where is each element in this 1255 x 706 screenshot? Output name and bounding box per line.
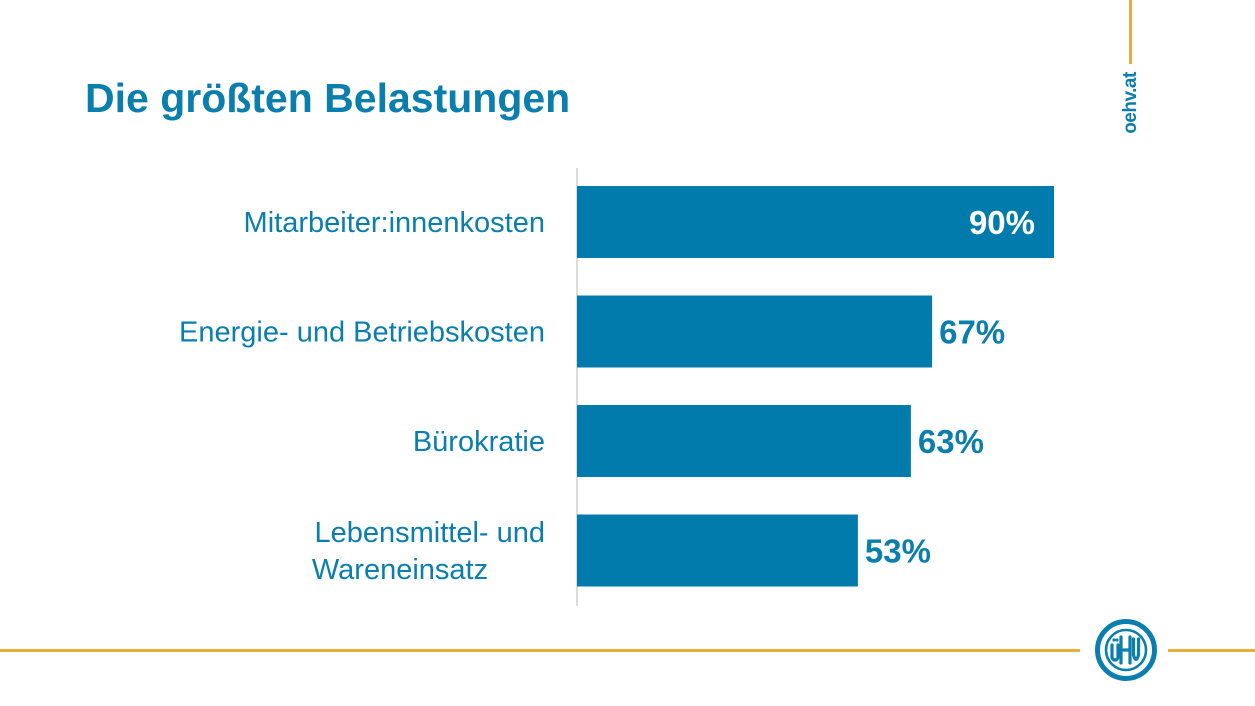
accent-line-bottom-right (1168, 649, 1255, 652)
category-label: Wareneinsatz (312, 554, 488, 586)
category-label: Lebensmittel- und (314, 517, 545, 549)
bar (577, 186, 1054, 258)
accent-line-bottom-left (0, 649, 1080, 652)
value-label: 67% (939, 314, 1005, 351)
value-label: 53% (865, 533, 931, 570)
bar (577, 295, 933, 368)
oehv-logo-icon (1095, 619, 1157, 681)
value-label: 90% (969, 204, 1035, 241)
category-label: Bürokratie (413, 426, 545, 458)
accent-line-vertical (1129, 0, 1132, 64)
value-label: 63% (918, 423, 984, 460)
category-label: Mitarbeiter:innenkosten (244, 207, 545, 239)
bars-group: 90% Mitarbeiter:innenkosten 67% Energie- un… (179, 186, 1054, 587)
page-title: Die größten Belastungen (85, 75, 571, 121)
bar (577, 514, 858, 587)
bar (577, 405, 911, 477)
category-label: Energie- und Betriebskosten (179, 317, 545, 349)
